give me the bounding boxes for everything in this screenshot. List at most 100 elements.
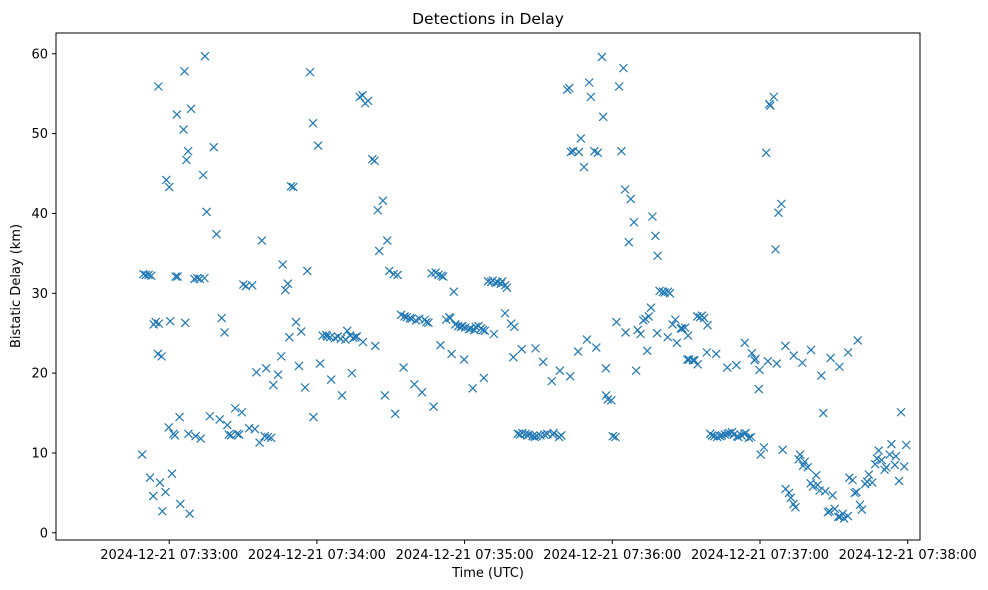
data-point [797, 358, 807, 368]
data-point [693, 359, 703, 369]
data-point [480, 326, 490, 336]
data-point [286, 181, 296, 191]
data-point [422, 317, 431, 327]
data-point [500, 308, 510, 318]
data-point [608, 431, 618, 441]
data-point [624, 237, 634, 247]
data-point [161, 487, 170, 497]
data-point [683, 331, 693, 341]
data-point [717, 430, 727, 440]
data-point [823, 507, 833, 517]
data-point [278, 260, 288, 269]
data-point [276, 351, 286, 361]
data-point [434, 270, 443, 280]
data-point [896, 407, 906, 417]
data-point [747, 348, 757, 358]
data-point [302, 266, 312, 276]
y-tick-label: 30 [31, 287, 48, 302]
data-point [744, 433, 754, 443]
data-point [653, 251, 663, 261]
data-point [172, 110, 182, 119]
data-point [182, 155, 191, 165]
data-point [867, 478, 877, 487]
data-point [175, 412, 184, 422]
x-tick-label: 2024-12-21 07:38:00 [839, 548, 977, 563]
data-point [517, 428, 527, 438]
data-point [390, 409, 400, 419]
data-point [881, 462, 891, 472]
data-point [497, 276, 507, 286]
data-points [137, 51, 911, 523]
data-point [633, 325, 643, 335]
data-point [273, 370, 283, 380]
data-point [393, 270, 403, 280]
data-point [309, 412, 318, 422]
data-point [417, 387, 427, 397]
data-point [763, 356, 773, 366]
data-point [629, 217, 639, 227]
data-point [238, 280, 248, 289]
y-tick-label: 60 [31, 47, 48, 62]
data-point [794, 454, 804, 464]
data-point [212, 229, 221, 239]
data-point [576, 133, 586, 143]
y-tick-label: 50 [31, 127, 48, 142]
data-point [765, 101, 775, 111]
data-point [663, 332, 673, 342]
data-point [680, 323, 690, 333]
data-point [363, 96, 373, 106]
data-point [373, 205, 383, 215]
data-point [251, 367, 261, 377]
data-point [209, 142, 219, 152]
data-point [778, 445, 788, 455]
data-point [220, 327, 230, 337]
chart-title: Detections in Delay [412, 10, 564, 28]
data-point [618, 63, 628, 73]
data-point [626, 194, 636, 204]
data-point [305, 67, 315, 77]
data-point [877, 455, 887, 465]
data-point [582, 335, 592, 345]
data-point [186, 104, 196, 114]
plot-frame [55, 32, 921, 541]
data-point [468, 383, 478, 393]
data-point [137, 450, 147, 459]
data-point [769, 92, 779, 102]
data-point [217, 313, 227, 323]
x-tick-label: 2024-12-21 07:33:00 [100, 548, 238, 563]
data-point [183, 146, 193, 156]
data-point [564, 83, 574, 93]
y-axis-label: Bistatic Delay (km) [9, 224, 24, 348]
data-point [358, 337, 368, 347]
data-point [737, 430, 746, 440]
data-point [803, 462, 813, 472]
x-tick-label: 2024-12-21 07:35:00 [396, 548, 534, 563]
data-point [355, 92, 365, 102]
data-point [313, 141, 323, 151]
data-point [751, 354, 760, 364]
data-point [429, 402, 439, 412]
data-point [826, 353, 836, 363]
data-point [586, 92, 596, 102]
data-point [478, 325, 488, 335]
data-point [648, 212, 657, 222]
data-point [322, 331, 332, 341]
data-point [479, 373, 489, 383]
data-point [300, 383, 310, 392]
data-point [611, 432, 620, 442]
data-point [848, 475, 857, 485]
data-point [754, 384, 764, 394]
data-point [786, 493, 796, 503]
data-point [791, 502, 800, 512]
data-point [531, 343, 540, 353]
data-point [806, 345, 816, 355]
data-point [872, 454, 882, 463]
data-point [342, 326, 352, 336]
data-point [650, 231, 660, 241]
data-point [800, 457, 810, 467]
data-point [308, 118, 318, 128]
data-point [591, 343, 601, 353]
data-point [843, 511, 853, 521]
data-point [813, 480, 823, 490]
data-point [171, 272, 181, 281]
